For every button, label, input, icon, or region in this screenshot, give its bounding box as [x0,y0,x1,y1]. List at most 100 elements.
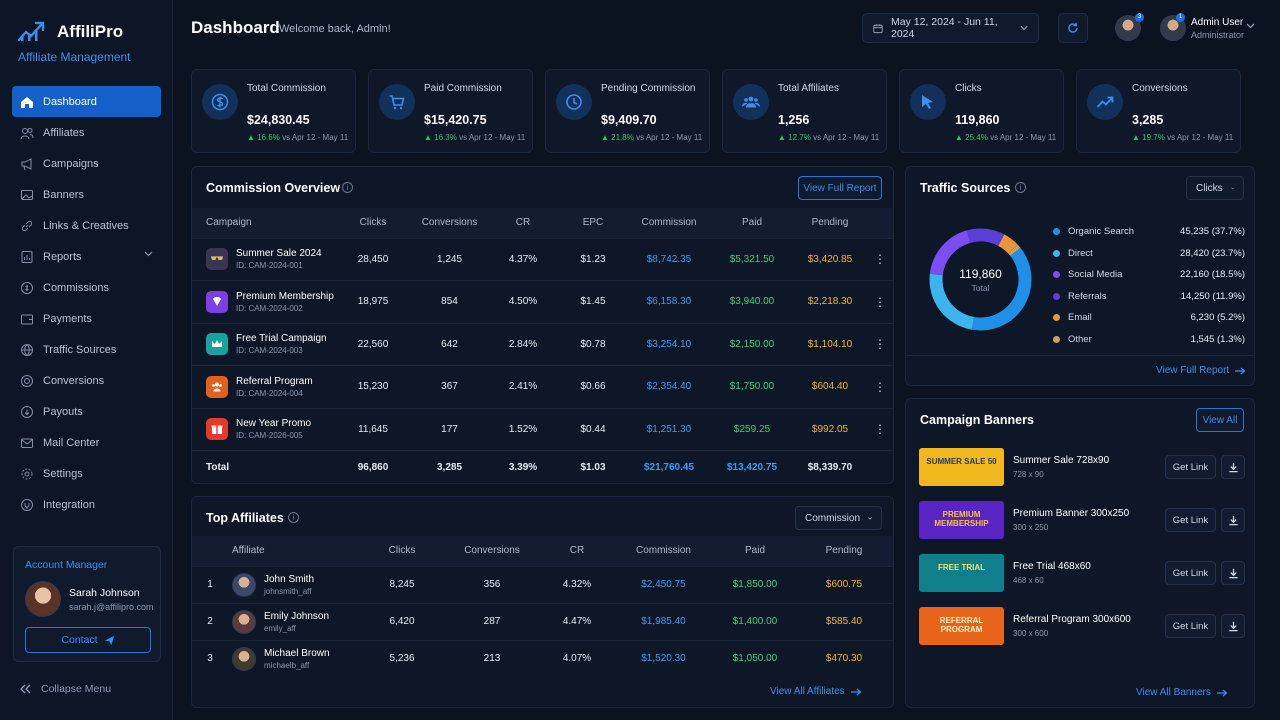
view-all-banners-link[interactable]: View All Banners [1136,687,1228,698]
traffic-view-full-report-link[interactable]: View Full Report [1156,365,1246,376]
download-button[interactable] [1221,614,1245,638]
sidebar-item-payments[interactable]: Payments [12,303,161,334]
view-full-report-button[interactable]: View Full Report [798,176,882,200]
table-row[interactable]: 3 Michael Brown michaelb_aff 5,236 213 4.07% $… [192,639,893,677]
affiliate-sort-select[interactable]: Commission [795,506,882,530]
traffic-metric-select[interactable]: Clicks [1186,176,1244,200]
affiliate-name[interactable]: Michael Brown [264,647,330,659]
mail-icon [21,438,33,448]
legend-item[interactable]: Direct 28,420 (23.7%) [1053,243,1245,265]
affiliate-name[interactable]: Emily Johnson [264,610,330,622]
table-row[interactable]: New Year Promo ID: CAM-2026-005 11,645 177 1… [192,407,893,451]
column-header[interactable]: Conversions [442,536,542,566]
row-menu-icon[interactable]: ⋮ [867,407,893,451]
sidebar-item-commissions[interactable]: Commissions [12,272,161,303]
table-row[interactable]: 2 Emily Johnson emily_aff 6,420 287 4.47% $1,9… [192,602,893,640]
report-icon [21,250,33,263]
table-row[interactable]: 1 John Smith johnsmith_aff 8,245 356 4.32% $2,… [192,565,893,603]
row-menu-icon[interactable]: ⋮ [867,322,893,366]
campaign-name[interactable]: Referral Program [236,375,313,387]
legend-item[interactable]: Organic Search 45,235 (37.7%) [1053,221,1245,243]
legend-item[interactable]: Referrals 14,250 (11.9%) [1053,286,1245,308]
column-header[interactable]: Pending [793,208,867,238]
column-header[interactable]: Clicks [362,536,442,566]
sidebar-item-conversions[interactable]: Conversions [12,365,161,396]
sidebar-item-traffic-sources[interactable]: Traffic Sources [12,334,161,365]
stat-card-pending-commission[interactable]: Pending Commission $9,409.70 ▲ 21.8% vs Ap… [545,69,710,153]
sidebar-item-dashboard[interactable]: Dashboard [12,86,161,117]
column-header[interactable]: Commission [627,208,711,238]
sidebar-item-reports[interactable]: Reports [12,241,161,272]
column-header[interactable]: Clicks [334,208,412,238]
sidebar-item-settings[interactable]: Settings [12,458,161,489]
column-header[interactable]: EPC [559,208,627,238]
column-header[interactable]: CR [487,208,559,238]
sidebar-item-banners[interactable]: Banners [12,179,161,210]
user-menu-chevron-icon[interactable] [1246,23,1255,29]
sidebar-item-links-creatives[interactable]: Links & Creatives [12,210,161,241]
collapse-menu-button[interactable]: Collapse Menu [20,683,111,695]
get-link-button[interactable]: Get Link [1165,455,1216,479]
campaign-name[interactable]: Summer Sale 2024 [236,248,322,260]
stat-card-conversions[interactable]: Conversions 3,285 ▲ 19.7% vs Apr 12 - May … [1076,69,1241,153]
donut-slice-email[interactable] [998,234,1018,254]
sidebar-item-payouts[interactable]: Payouts [12,396,161,427]
user-name[interactable]: Admin User [1191,17,1244,28]
info-icon[interactable]: i [1015,182,1026,193]
stat-card-total-commission[interactable]: Total Commission $24,830.45 ▲ 16.6% vs Apr… [191,69,356,153]
get-link-button[interactable]: Get Link [1165,561,1216,585]
column-header[interactable]: Paid [715,536,795,566]
donut-slice-referrals[interactable] [966,228,1005,246]
donut-slice-direct[interactable] [929,273,975,330]
info-icon[interactable]: i [288,512,299,523]
donut-slice-social-media[interactable] [929,230,971,276]
column-header[interactable]: CR [542,536,612,566]
notifications-avatar[interactable] [1115,15,1141,41]
column-header[interactable]: Paid [711,208,793,238]
download-button[interactable] [1221,508,1245,532]
campaign-name[interactable]: Premium Membership [236,290,334,302]
row-menu-icon[interactable]: ⋮ [867,280,893,323]
legend-item[interactable]: Email 6,230 (5.2%) [1053,307,1245,329]
sidebar-item-mail-center[interactable]: Mail Center [12,427,161,458]
get-link-button[interactable]: Get Link [1165,508,1216,532]
row-menu-icon[interactable]: ⋮ [867,237,893,281]
download-button[interactable] [1221,455,1245,479]
table-row[interactable]: Free Trial Campaign ID: CAM-2024-003 22,56… [192,322,893,366]
column-header[interactable]: Pending [795,536,893,566]
banners-view-all-button[interactable]: View All [1196,408,1244,432]
view-all-affiliates-link[interactable]: View All Affiliates [770,686,862,697]
column-header[interactable]: Affiliate [222,536,362,566]
banner-thumbnail[interactable]: FREE TRIAL [919,554,1004,592]
trend-icon [1096,96,1114,108]
legend-item[interactable]: Social Media 22,160 (18.5%) [1053,264,1245,286]
donut-slice-other[interactable] [1008,244,1021,256]
sidebar-item-integration[interactable]: Integration [12,489,161,520]
campaign-name[interactable]: Free Trial Campaign [236,333,327,345]
stat-card-total-affiliates[interactable]: Total Affiliates 1,256 ▲ 12.7% vs Apr 12 -… [722,69,887,153]
sidebar-item-affiliates[interactable]: Affiliates [12,117,161,148]
affiliate-name[interactable]: John Smith [264,573,315,585]
column-header[interactable]: Conversions [412,208,487,238]
banner-thumbnail[interactable]: SUMMER SALE 50 [919,448,1004,486]
sidebar-item-campaigns[interactable]: Campaigns [12,148,161,179]
date-range-picker[interactable]: May 12, 2024 - Jun 11, 2024 [862,13,1039,43]
banner-thumbnail[interactable]: PREMIUM MEMBERSHIP [919,501,1004,539]
table-row[interactable]: Summer Sale 2024 ID: CAM-2024-001 28,450 1,… [192,237,893,281]
column-header[interactable]: Commission [612,536,715,566]
row-menu-icon[interactable]: ⋮ [867,365,893,408]
table-row[interactable]: Premium Membership ID: CAM-2024-002 18,975… [192,280,893,323]
contact-button[interactable]: Contact [25,627,151,653]
info-icon[interactable]: i [342,182,353,193]
banner-thumbnail[interactable]: REFERRAL PROGRAM [919,607,1004,645]
download-button[interactable] [1221,561,1245,585]
legend-item[interactable]: Other 1,545 (1.3%) [1053,329,1245,351]
column-header[interactable]: Campaign [192,208,334,238]
stat-card-clicks[interactable]: Clicks 119,860 ▲ 25.4% vs Apr 12 - May 11 [899,69,1064,153]
campaign-name[interactable]: New Year Promo [236,418,312,430]
donut-slice-organic-search[interactable] [971,247,1032,331]
table-row[interactable]: Referral Program ID: CAM-2024-004 15,230 36… [192,365,893,408]
get-link-button[interactable]: Get Link [1165,614,1216,638]
refresh-button[interactable] [1058,13,1088,43]
stat-card-paid-commission[interactable]: Paid Commission $15,420.75 ▲ 16.3% vs Apr … [368,69,533,153]
